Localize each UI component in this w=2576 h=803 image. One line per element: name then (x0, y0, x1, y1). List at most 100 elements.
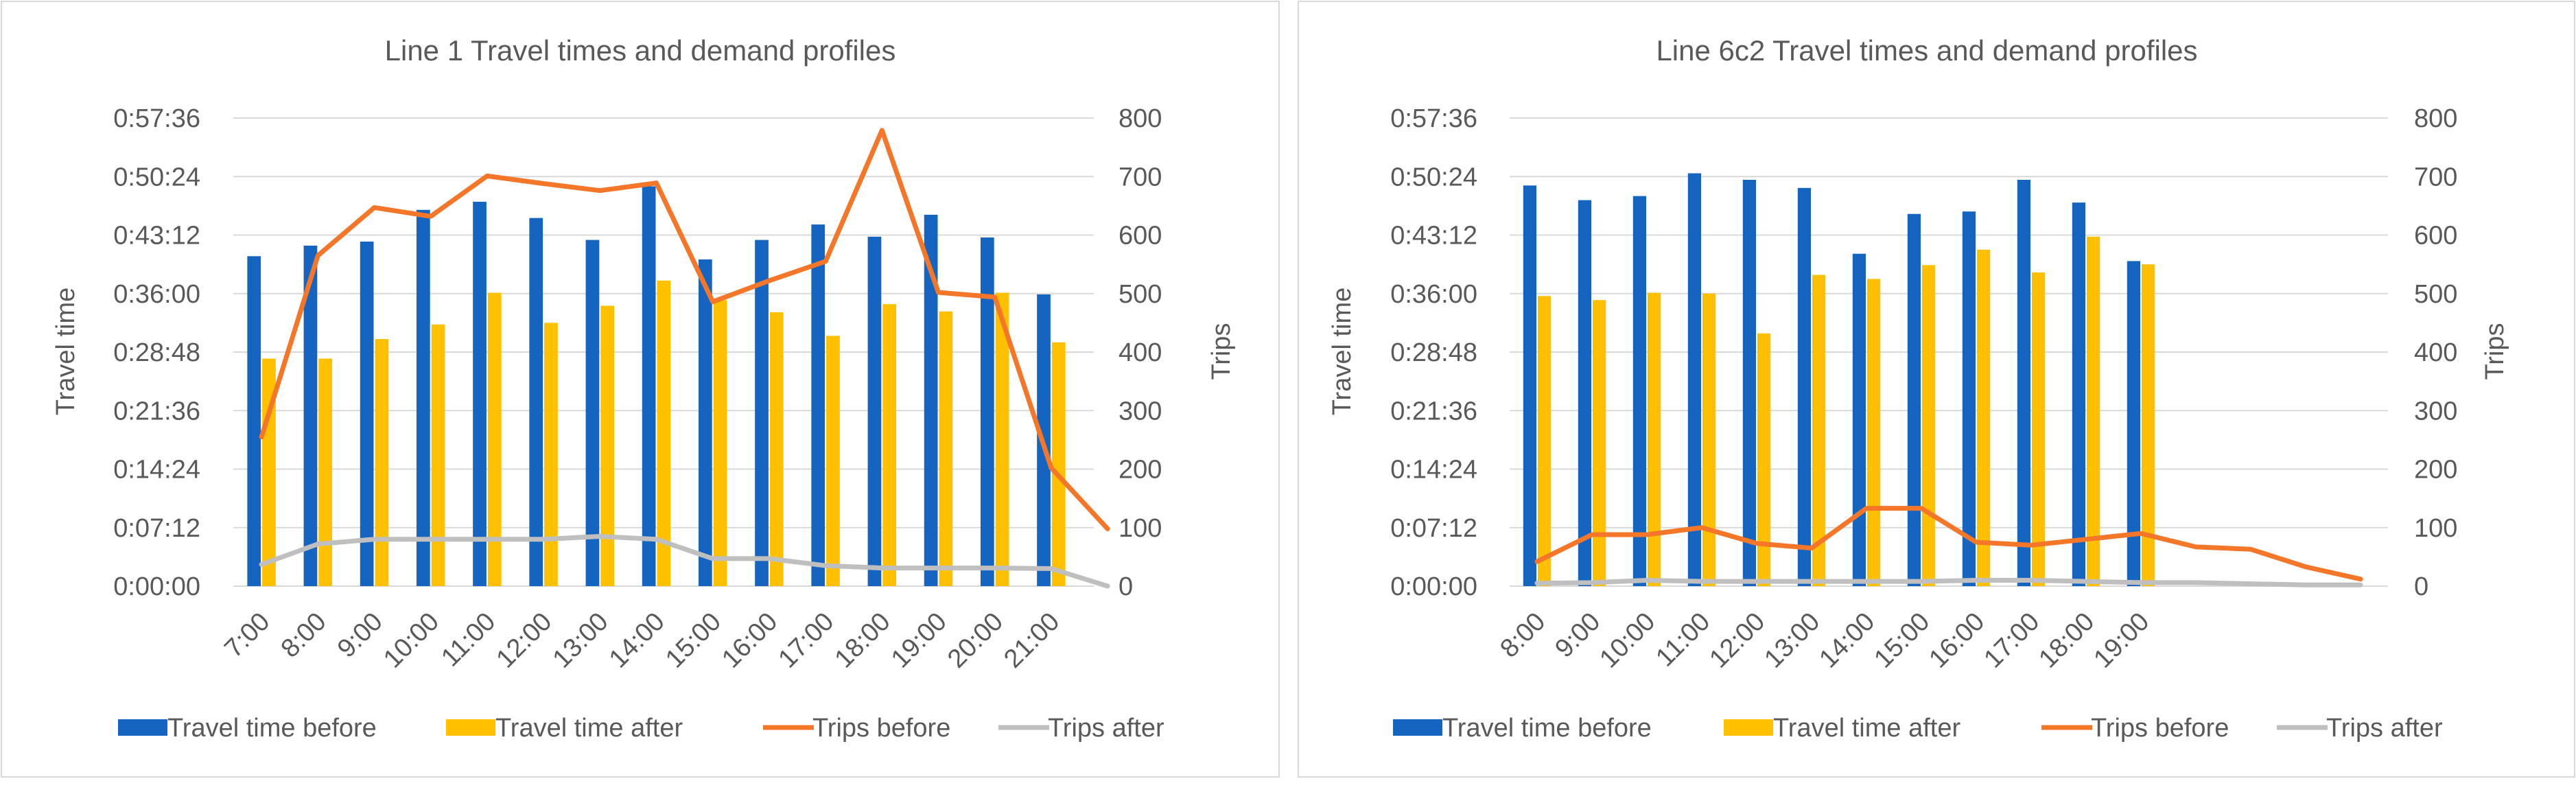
left-axis-tick-label: 0:14:24 (1390, 456, 1477, 485)
right-axis-tick-label: 400 (2414, 338, 2457, 367)
bar (924, 214, 938, 586)
chart-1: Line 1 Travel times and demand profiles 0… (1, 1, 1280, 778)
left-axis-tick-label: 0:28:48 (1390, 338, 1477, 367)
bar (2127, 261, 2140, 586)
left-axis-tick-label: 0:00:00 (1390, 572, 1477, 601)
legend-swatch (1724, 719, 1773, 736)
chart-panel-border (1, 1, 1280, 778)
bar (473, 201, 487, 587)
bar (882, 304, 897, 586)
bar (811, 224, 826, 586)
legend-label: Trips before (812, 714, 950, 743)
bar (529, 218, 543, 587)
right-axis-tick-label: 400 (1119, 338, 1162, 367)
right-axis-tick-label: 700 (2414, 163, 2457, 191)
left-axis-tick-label: 0:50:24 (113, 163, 200, 191)
bar (642, 186, 656, 586)
right-axis-tick-label: 500 (2414, 280, 2457, 309)
legend-label: Travel time before (167, 714, 377, 743)
left-axis-tick-label: 0:57:36 (113, 104, 200, 133)
legend-label: Travel time after (1773, 714, 1960, 743)
bar-series-travel-time-before (1523, 173, 2140, 587)
bar (1867, 279, 1881, 586)
bar (1852, 253, 1866, 586)
left-axis-tick-label: 0:43:12 (1390, 222, 1477, 251)
bar (995, 292, 1009, 586)
bar (657, 280, 671, 586)
right-axis-tick-label: 800 (1119, 104, 1162, 133)
line-series-trips-before (259, 128, 1110, 531)
bar (755, 240, 769, 586)
bar (303, 245, 318, 586)
bar (585, 240, 600, 586)
bar (1907, 213, 1921, 586)
bar (1523, 185, 1536, 586)
y-axis-title: Travel time (1328, 288, 1357, 416)
left-axis-tick-label: 0:21:36 (113, 397, 200, 426)
chart-panel-border (1298, 1, 2575, 778)
bar (826, 336, 840, 586)
right-axis-tick-label: 300 (1119, 397, 1162, 426)
legend-label: Trips before (2091, 714, 2229, 743)
bar (1578, 200, 1591, 586)
bar-series-travel-time-after (1538, 236, 2155, 586)
legend: Travel time before Travel time after Trips… (1393, 714, 2443, 743)
bar (2032, 272, 2046, 586)
bar (769, 312, 784, 586)
bar (416, 209, 430, 586)
line-series-trips-before (1534, 506, 2363, 582)
bar (2072, 202, 2085, 586)
right-axis-tick-label: 200 (1119, 456, 1162, 485)
bar (1632, 196, 1646, 587)
bar (600, 305, 615, 586)
bar (1593, 300, 1606, 586)
left-axis-tick-label: 0:07:12 (1390, 514, 1477, 543)
right-axis-tick-label: 100 (1119, 514, 1162, 543)
chart-title: Line 1 Travel times and demand profiles (385, 34, 896, 67)
bar (1922, 265, 1936, 586)
bar (431, 324, 445, 586)
right-axis-tick-label: 600 (2414, 222, 2457, 251)
legend-swatch (446, 719, 495, 736)
legend-label: Trips after (2326, 714, 2443, 743)
line-series-trips-after (259, 534, 1110, 589)
left-axis-tick-label: 0:07:12 (113, 514, 200, 543)
bar (1648, 292, 1661, 586)
y-axis-title: Travel time (51, 288, 80, 416)
bar (375, 339, 389, 586)
line-series-trips-after (1534, 577, 2363, 587)
bar (698, 259, 712, 586)
bar (318, 358, 333, 586)
left-axis-tick-label: 0:50:24 (1390, 163, 1477, 191)
left-axis-tick-label: 0:00:00 (113, 572, 200, 601)
y2-axis-title: Trips (1207, 323, 1236, 380)
left-axis-tick-label: 0:21:36 (1390, 397, 1477, 426)
right-axis-tick-label: 0 (1119, 572, 1133, 601)
left-axis-tick-label: 0:28:48 (113, 338, 200, 367)
bar (1797, 187, 1811, 586)
legend-label: Trips after (1048, 714, 1164, 743)
right-axis-tick-label: 500 (1119, 280, 1162, 309)
left-axis-tick-label: 0:43:12 (113, 222, 200, 251)
bar (360, 241, 374, 586)
right-axis-tick-label: 0 (2414, 572, 2428, 601)
bar (939, 311, 953, 586)
bar (1757, 333, 1771, 586)
left-axis-tick-label: 0:36:00 (1390, 280, 1477, 309)
right-axis-tick-label: 200 (2414, 456, 2457, 485)
right-axis-tick-label: 100 (2414, 514, 2457, 543)
legend-label: Travel time before (1442, 714, 1652, 743)
legend-swatch (1393, 719, 1442, 736)
legend-swatch (118, 719, 167, 736)
chart-title: Line 6c2 Travel times and demand profile… (1656, 34, 2197, 67)
legend-label: Travel time after (495, 714, 683, 743)
bar-series-travel-time-before (247, 186, 1051, 587)
left-axis-tick-label: 0:36:00 (113, 280, 200, 309)
bar (1538, 296, 1552, 586)
bar (1051, 342, 1066, 586)
bar (487, 292, 502, 586)
bar (544, 323, 558, 586)
bar (2017, 179, 2030, 587)
bar (262, 358, 276, 586)
